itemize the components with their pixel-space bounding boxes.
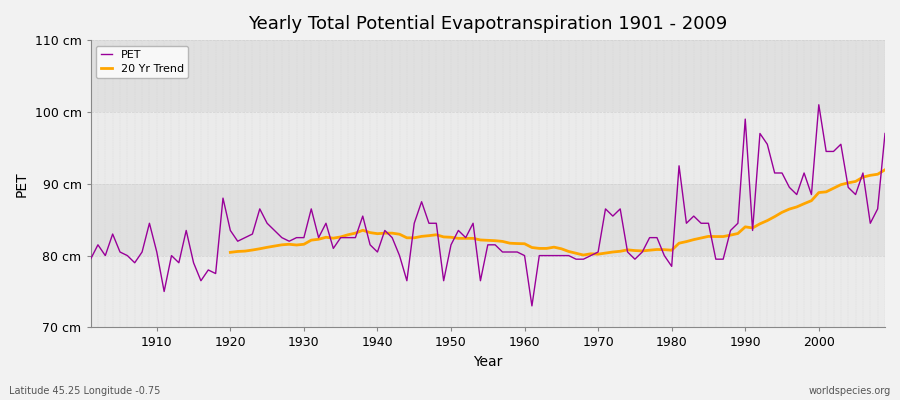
Text: Latitude 45.25 Longitude -0.75: Latitude 45.25 Longitude -0.75 — [9, 386, 160, 396]
Line: 20 Yr Trend: 20 Yr Trend — [230, 170, 885, 255]
Text: worldspecies.org: worldspecies.org — [809, 386, 891, 396]
X-axis label: Year: Year — [473, 355, 502, 369]
20 Yr Trend — [688, 237, 699, 242]
Bar — [91, 184, 885, 256]
PET — [512, 250, 523, 254]
20 Yr Trend — [225, 250, 236, 255]
20 Yr Trend — [578, 253, 589, 258]
Title: Yearly Total Potential Evapotranspiration 1901 - 2009: Yearly Total Potential Evapotranspiratio… — [248, 15, 727, 33]
Legend: PET, 20 Yr Trend: PET, 20 Yr Trend — [96, 46, 188, 78]
PET — [86, 257, 96, 262]
20 Yr Trend — [777, 210, 788, 215]
PET — [519, 253, 530, 258]
PET — [306, 206, 317, 211]
20 Yr Trend — [879, 167, 890, 172]
20 Yr Trend — [313, 237, 324, 242]
PET — [814, 102, 824, 107]
Y-axis label: PET: PET — [15, 171, 29, 196]
PET — [350, 235, 361, 240]
Bar — [91, 256, 885, 328]
PET — [879, 131, 890, 136]
20 Yr Trend — [424, 233, 435, 238]
20 Yr Trend — [791, 204, 802, 209]
PET — [615, 206, 626, 211]
Bar — [91, 112, 885, 184]
20 Yr Trend — [858, 175, 868, 180]
PET — [144, 221, 155, 226]
Line: PET: PET — [91, 105, 885, 306]
PET — [526, 304, 537, 308]
Bar — [91, 40, 885, 112]
